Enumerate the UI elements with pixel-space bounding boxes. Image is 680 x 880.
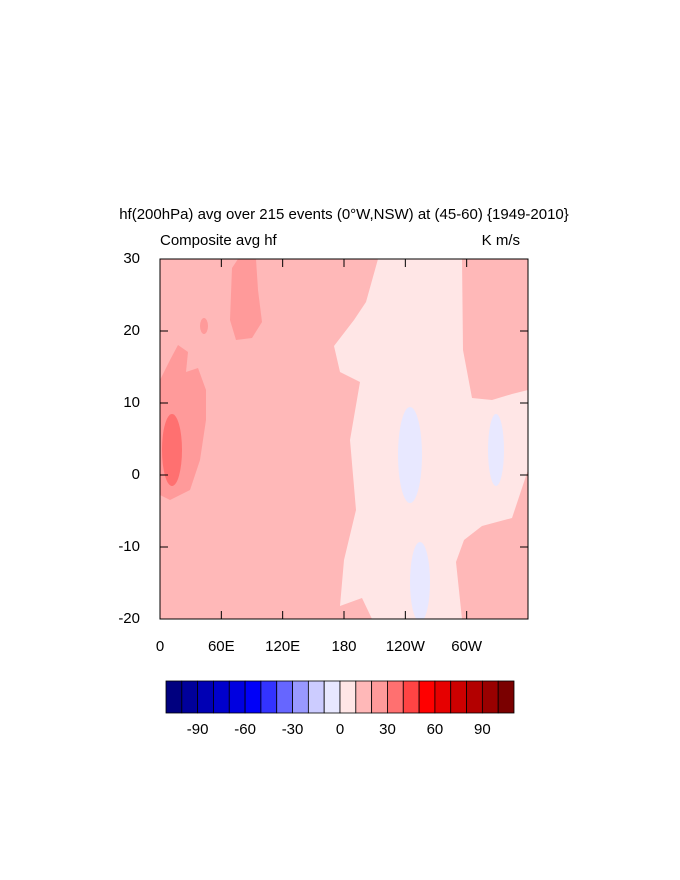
colorbar-box bbox=[418, 680, 436, 714]
y-tick-label: 30 bbox=[123, 250, 140, 267]
colorbar-label: 90 bbox=[474, 721, 491, 738]
colorbar-box bbox=[244, 680, 262, 714]
x-tick-label: 120W bbox=[386, 638, 426, 655]
colorbar-box bbox=[387, 680, 404, 714]
x-tick-label: 60E bbox=[208, 638, 235, 655]
contour-region bbox=[200, 318, 208, 334]
colorbar-label: -90 bbox=[187, 721, 209, 738]
colorbar-label: 0 bbox=[336, 721, 344, 738]
colorbar-box bbox=[228, 680, 246, 714]
colorbar-box bbox=[339, 680, 357, 714]
colorbar-box bbox=[371, 680, 388, 714]
colorbar-box bbox=[355, 680, 373, 714]
y-tick-label: 20 bbox=[123, 322, 140, 339]
colorbar-label: 60 bbox=[427, 721, 444, 738]
y-tick-label: -10 bbox=[118, 538, 140, 555]
contour-region bbox=[230, 259, 262, 340]
contour-region bbox=[334, 259, 528, 619]
subtitle-left: Composite avg hf bbox=[160, 232, 278, 249]
colorbar-box bbox=[260, 680, 278, 714]
subtitle-right: K m/s bbox=[482, 232, 520, 249]
colorbar-box bbox=[165, 680, 183, 714]
contour-region bbox=[410, 542, 430, 619]
contour-region bbox=[488, 414, 504, 486]
colorbar-label: -30 bbox=[282, 721, 304, 738]
colorbar-box bbox=[292, 680, 309, 714]
y-tick-label: -20 bbox=[118, 610, 140, 627]
colorbar-box bbox=[307, 680, 325, 714]
colorbar-box bbox=[323, 680, 341, 714]
x-tick-label: 0 bbox=[156, 638, 164, 655]
colorbar-label: -60 bbox=[234, 721, 256, 738]
y-tick-label: 0 bbox=[132, 466, 140, 483]
colorbar-box bbox=[197, 680, 214, 714]
colorbar-box bbox=[450, 680, 467, 714]
colorbar-box bbox=[181, 680, 199, 714]
colorbar-box bbox=[213, 680, 230, 714]
x-tick-label: 120E bbox=[265, 638, 300, 655]
chart-title: hf(200hPa) avg over 215 events (0°W,NSW)… bbox=[119, 206, 569, 223]
colorbar-box bbox=[402, 680, 420, 714]
contour-region bbox=[398, 407, 422, 503]
y-tick-label: 10 bbox=[123, 394, 140, 411]
colorbar-box bbox=[481, 680, 499, 714]
colorbar-label: 30 bbox=[379, 721, 396, 738]
contour-fill bbox=[160, 259, 528, 619]
x-tick-label: 180 bbox=[331, 638, 356, 655]
x-tick-label: 60W bbox=[451, 638, 483, 655]
colorbar-box bbox=[276, 680, 293, 714]
colorbar-box bbox=[466, 680, 483, 714]
colorbar-box bbox=[434, 680, 452, 714]
colorbar-box bbox=[497, 680, 515, 714]
contour-region bbox=[162, 414, 182, 486]
